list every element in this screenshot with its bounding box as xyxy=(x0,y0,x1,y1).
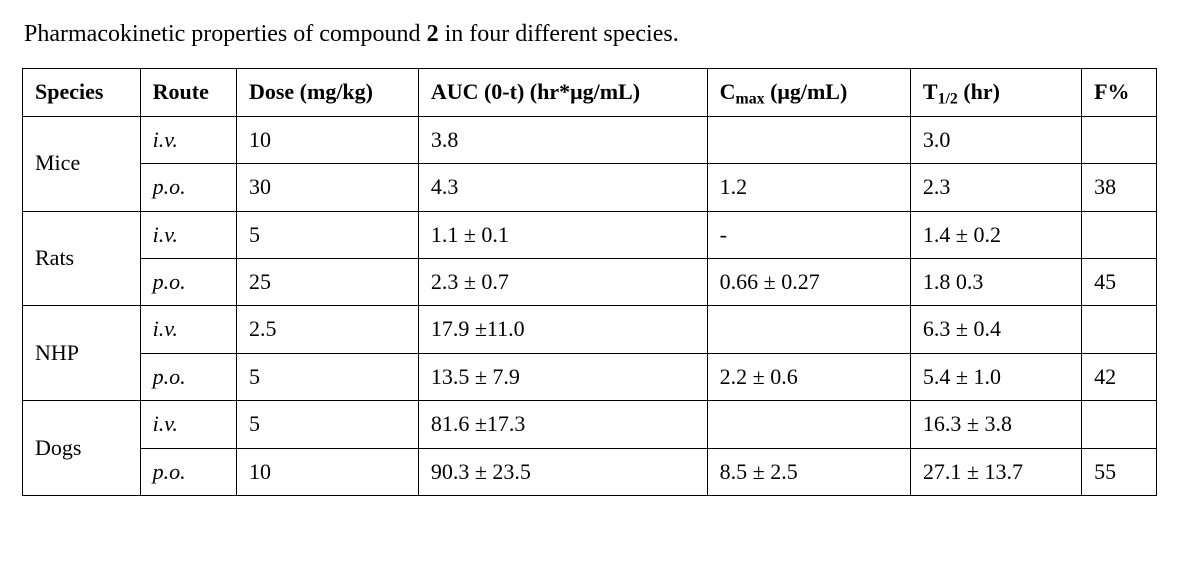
cell-route: i.v. xyxy=(140,211,236,258)
cell-auc: 13.5 ± 7.9 xyxy=(418,353,707,400)
cell-dose: 2.5 xyxy=(236,306,418,353)
cell-species: Mice xyxy=(23,116,141,211)
cell-cmax: 2.2 ± 0.6 xyxy=(707,353,910,400)
table-row: Mice i.v. 10 3.8 3.0 xyxy=(23,116,1157,163)
cell-route: i.v. xyxy=(140,116,236,163)
col-route: Route xyxy=(140,69,236,116)
cell-f xyxy=(1082,401,1157,448)
table-row: p.o. 25 2.3 ± 0.7 0.66 ± 0.27 1.8 0.3 45 xyxy=(23,258,1157,305)
cell-thalf: 3.0 xyxy=(910,116,1081,163)
cell-route: p.o. xyxy=(140,353,236,400)
cell-cmax xyxy=(707,306,910,353)
cell-route: i.v. xyxy=(140,306,236,353)
table-row: p.o. 10 90.3 ± 23.5 8.5 ± 2.5 27.1 ± 13.… xyxy=(23,448,1157,495)
cell-route: i.v. xyxy=(140,401,236,448)
cell-dose: 10 xyxy=(236,116,418,163)
table-header-row: Species Route Dose (mg/kg) AUC (0-t) (hr… xyxy=(23,69,1157,116)
cell-cmax xyxy=(707,116,910,163)
caption-prefix: Pharmacokinetic properties of compound xyxy=(24,21,427,47)
cell-auc: 17.9 ±11.0 xyxy=(418,306,707,353)
cell-thalf: 27.1 ± 13.7 xyxy=(910,448,1081,495)
cell-cmax: 8.5 ± 2.5 xyxy=(707,448,910,495)
table-row: p.o. 5 13.5 ± 7.9 2.2 ± 0.6 5.4 ± 1.0 42 xyxy=(23,353,1157,400)
cell-dose: 5 xyxy=(236,401,418,448)
table-row: p.o. 30 4.3 1.2 2.3 38 xyxy=(23,164,1157,211)
cell-cmax: - xyxy=(707,211,910,258)
cell-thalf: 6.3 ± 0.4 xyxy=(910,306,1081,353)
thalf-prefix: T xyxy=(923,79,938,104)
cell-route: p.o. xyxy=(140,258,236,305)
cell-f: 55 xyxy=(1082,448,1157,495)
cmax-prefix: C xyxy=(720,79,736,104)
cell-f xyxy=(1082,116,1157,163)
cell-f xyxy=(1082,306,1157,353)
cell-thalf: 1.4 ± 0.2 xyxy=(910,211,1081,258)
col-thalf: T1/2 (hr) xyxy=(910,69,1081,116)
cell-thalf: 5.4 ± 1.0 xyxy=(910,353,1081,400)
col-cmax: Cmax (μg/mL) xyxy=(707,69,910,116)
thalf-units: (hr) xyxy=(958,79,1000,104)
cell-dose: 5 xyxy=(236,353,418,400)
caption-suffix: in four different species. xyxy=(439,21,679,47)
cell-dose: 5 xyxy=(236,211,418,258)
col-dose: Dose (mg/kg) xyxy=(236,69,418,116)
table-row: Rats i.v. 5 1.1 ± 0.1 - 1.4 ± 0.2 xyxy=(23,211,1157,258)
cell-species: Rats xyxy=(23,211,141,306)
cell-auc: 3.8 xyxy=(418,116,707,163)
cell-dose: 10 xyxy=(236,448,418,495)
cell-dose: 25 xyxy=(236,258,418,305)
cell-f: 42 xyxy=(1082,353,1157,400)
cell-dose: 30 xyxy=(236,164,418,211)
table-row: NHP i.v. 2.5 17.9 ±11.0 6.3 ± 0.4 xyxy=(23,306,1157,353)
cell-thalf: 1.8 0.3 xyxy=(910,258,1081,305)
cell-auc: 4.3 xyxy=(418,164,707,211)
thalf-sub: 1/2 xyxy=(938,91,958,108)
cell-auc: 81.6 ±17.3 xyxy=(418,401,707,448)
cell-f xyxy=(1082,211,1157,258)
col-f: F% xyxy=(1082,69,1157,116)
cell-route: p.o. xyxy=(140,164,236,211)
cell-route: p.o. xyxy=(140,448,236,495)
cell-f: 38 xyxy=(1082,164,1157,211)
cell-f: 45 xyxy=(1082,258,1157,305)
cell-species: NHP xyxy=(23,306,141,401)
cmax-sub: max xyxy=(736,91,765,108)
cell-auc: 90.3 ± 23.5 xyxy=(418,448,707,495)
cell-thalf: 2.3 xyxy=(910,164,1081,211)
cell-thalf: 16.3 ± 3.8 xyxy=(910,401,1081,448)
cell-auc: 1.1 ± 0.1 xyxy=(418,211,707,258)
cell-cmax: 0.66 ± 0.27 xyxy=(707,258,910,305)
cmax-units: (μg/mL) xyxy=(765,79,848,104)
cell-cmax: 1.2 xyxy=(707,164,910,211)
table-caption: Pharmacokinetic properties of compound 2… xyxy=(24,18,1161,50)
compound-number: 2 xyxy=(427,21,439,47)
cell-species: Dogs xyxy=(23,401,141,496)
cell-auc: 2.3 ± 0.7 xyxy=(418,258,707,305)
table-row: Dogs i.v. 5 81.6 ±17.3 16.3 ± 3.8 xyxy=(23,401,1157,448)
pk-table: Species Route Dose (mg/kg) AUC (0-t) (hr… xyxy=(22,68,1157,496)
col-auc: AUC (0-t) (hr*μg/mL) xyxy=(418,69,707,116)
col-species: Species xyxy=(23,69,141,116)
cell-cmax xyxy=(707,401,910,448)
